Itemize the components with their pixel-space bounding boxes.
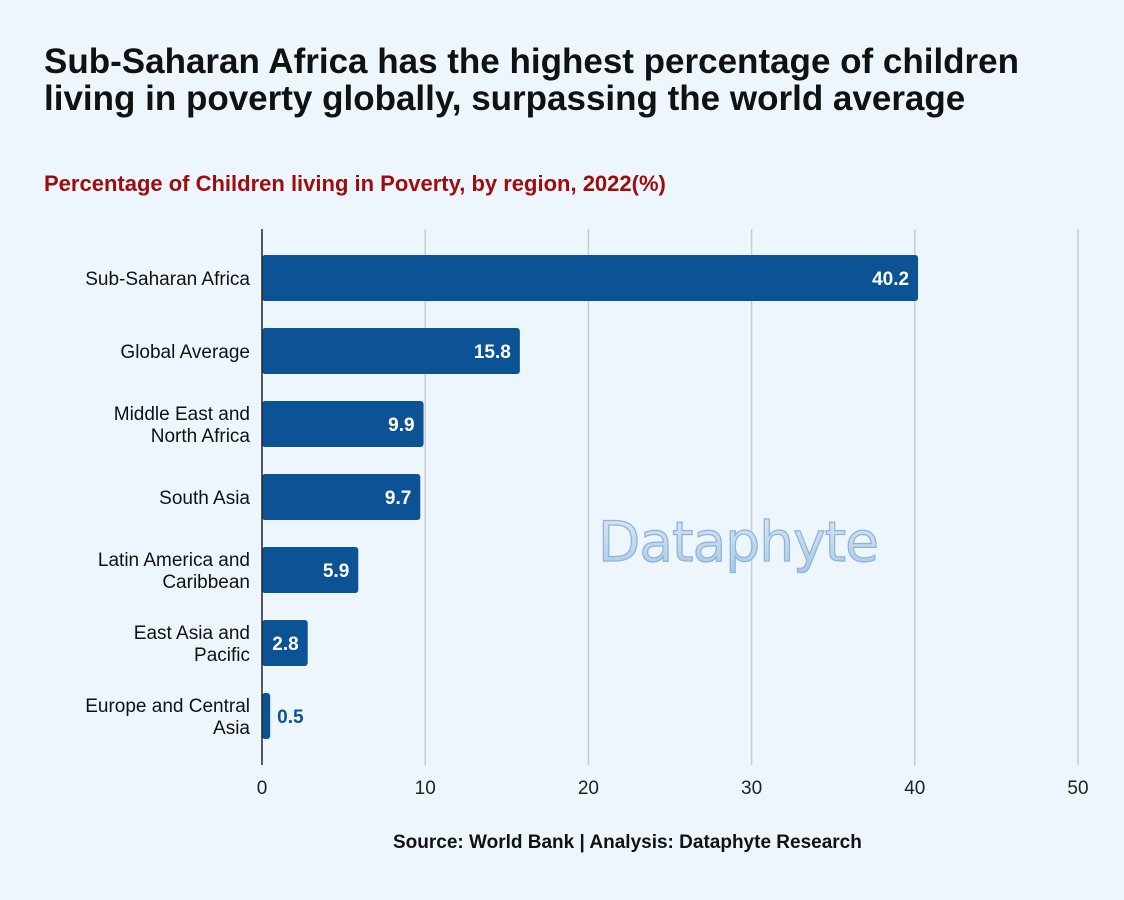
category-label: Middle East and <box>114 404 250 425</box>
bar-value-label: 9.7 <box>385 488 411 509</box>
x-tick-label: 20 <box>578 778 599 799</box>
chart-title: Sub-Saharan Africa has the highest perce… <box>44 42 1020 118</box>
bar <box>262 401 424 447</box>
category-labels: Sub-Saharan Africa Global Average Middle E… <box>85 269 250 739</box>
bar <box>262 328 520 374</box>
bar-value-label: 5.9 <box>323 561 349 582</box>
bar-value-label: 0.5 <box>277 707 304 728</box>
watermark-logo: Dataphyte <box>598 510 878 574</box>
category-label: Latin America and <box>98 550 250 571</box>
category-label: South Asia <box>159 488 250 509</box>
x-tick-label: 30 <box>741 778 762 799</box>
bar-value-label: 9.9 <box>388 415 414 436</box>
bar <box>262 620 308 666</box>
category-label: East Asia and <box>134 623 250 644</box>
bar <box>262 693 271 739</box>
category-label: Caribbean <box>162 572 250 593</box>
x-axis-ticks: 0 10 20 30 40 50 <box>257 778 1089 799</box>
grid-lines <box>424 229 1079 765</box>
x-tick-label: 40 <box>904 778 925 799</box>
category-label: Global Average <box>120 342 250 363</box>
bar <box>262 255 919 301</box>
bar <box>262 474 421 520</box>
source-note: Source: World Bank | Analysis: Dataphyte… <box>393 832 862 853</box>
x-tick-label: 10 <box>415 778 436 799</box>
bar <box>262 547 359 593</box>
category-label: North Africa <box>151 426 251 447</box>
category-label: Pacific <box>194 645 250 666</box>
category-label: Asia <box>213 718 250 739</box>
bar-value-label: 15.8 <box>474 342 511 363</box>
x-tick-label: 50 <box>1067 778 1088 799</box>
category-label: Sub-Saharan Africa <box>85 269 250 290</box>
bar-value-label: 40.2 <box>872 269 909 290</box>
bar-value-label: 2.8 <box>272 634 298 655</box>
chart-subtitle: Percentage of Children living in Poverty… <box>44 171 666 196</box>
category-label: Europe and Central <box>85 696 250 717</box>
x-tick-label: 0 <box>257 778 268 799</box>
bars: 40.2 15.8 9.9 9.7 5.9 2.8 0.5 <box>262 255 919 739</box>
